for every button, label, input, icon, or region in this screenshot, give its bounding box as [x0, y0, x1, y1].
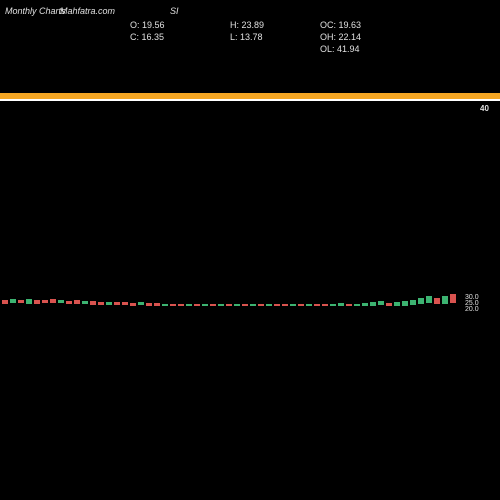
candle: [378, 292, 384, 310]
ohlc-oh: OH: 22.14: [320, 32, 361, 42]
candle: [322, 292, 328, 310]
candle: [146, 292, 152, 310]
candle: [266, 292, 272, 310]
candle: [26, 292, 32, 310]
candle: [370, 292, 376, 310]
candle: [218, 292, 224, 310]
candle: [202, 292, 208, 310]
candle: [170, 292, 176, 310]
candle: [242, 292, 248, 310]
candle: [346, 292, 352, 310]
candle: [58, 292, 64, 310]
candle: [362, 292, 368, 310]
chart-title-overlap: Mahfatra.com: [60, 6, 115, 16]
candle: [410, 292, 416, 310]
ohlc-close: C: 16.35: [130, 32, 164, 42]
candle: [338, 292, 344, 310]
candle: [18, 292, 24, 310]
candle: [434, 292, 440, 310]
candle: [114, 292, 120, 310]
candle: [226, 292, 232, 310]
candle: [98, 292, 104, 310]
candle: [426, 292, 432, 310]
ohlc-open: O: 19.56: [130, 20, 165, 30]
candle: [162, 292, 168, 310]
candle: [122, 292, 128, 310]
candle: [178, 292, 184, 310]
lower-axis-20: 20.0: [465, 306, 479, 313]
candle: [90, 292, 96, 310]
candle: [442, 292, 448, 310]
candle: [154, 292, 160, 310]
candle: [10, 292, 16, 310]
candle: [386, 292, 392, 310]
chart-title-left: Monthly Charts: [5, 6, 66, 16]
ohlc-high: H: 23.89: [230, 20, 264, 30]
candle: [394, 292, 400, 310]
candle: [66, 292, 72, 310]
candle: [282, 292, 288, 310]
candle: [106, 292, 112, 310]
candle: [258, 292, 264, 310]
ohlc-oc: OC: 19.63: [320, 20, 361, 30]
candle: [290, 292, 296, 310]
candle: [82, 292, 88, 310]
candle: [250, 292, 256, 310]
candle: [194, 292, 200, 310]
candle: [130, 292, 136, 310]
candle: [2, 292, 8, 310]
candle: [274, 292, 280, 310]
candle: [354, 292, 360, 310]
candle: [210, 292, 216, 310]
candle: [298, 292, 304, 310]
candle: [306, 292, 312, 310]
candle: [330, 292, 336, 310]
candle: [42, 292, 48, 310]
candle: [450, 292, 456, 310]
candle: [34, 292, 40, 310]
candlestick-chart: [2, 292, 462, 310]
ohlc-ol: OL: 41.94: [320, 44, 360, 54]
price-axis-40: 40: [480, 104, 489, 113]
candle: [314, 292, 320, 310]
candle: [186, 292, 192, 310]
candle: [418, 292, 424, 310]
candle: [138, 292, 144, 310]
candle: [234, 292, 240, 310]
candle: [402, 292, 408, 310]
candle: [50, 292, 56, 310]
price-band-white: [0, 99, 500, 101]
chart-ticker: SI: [170, 6, 179, 16]
candle: [74, 292, 80, 310]
ohlc-low: L: 13.78: [230, 32, 263, 42]
